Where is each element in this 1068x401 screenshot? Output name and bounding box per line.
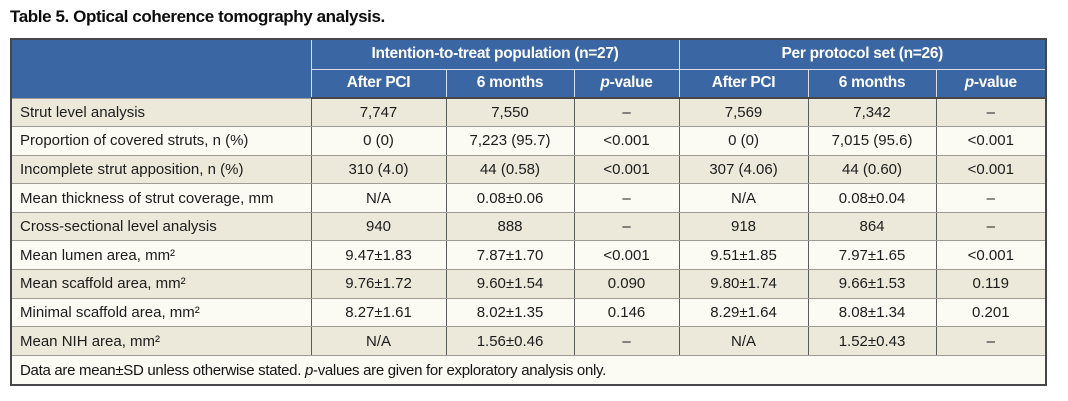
- row-label: Mean NIH area, mm²: [10, 326, 312, 356]
- table-row: Cross-sectional level analysis 940 888–918…: [10, 211, 1047, 242]
- value-cell: 888: [445, 211, 575, 242]
- table-row: Mean lumen area, mm² 9.47±1.83 7.87±1.70 <0…: [10, 240, 1047, 271]
- value-cell: 44 (0.58): [445, 154, 575, 185]
- value-cell: –: [935, 326, 1047, 356]
- row-label: Mean thickness of strut coverage, mm: [10, 183, 312, 213]
- value-cell: 9.60±1.54: [445, 269, 575, 299]
- row-label: Cross-sectional level analysis: [10, 211, 312, 242]
- value-cell: N/A: [678, 326, 809, 356]
- value-cell: –: [573, 183, 680, 213]
- header-itt-p-value: p-value: [573, 68, 680, 99]
- footnote-cell: Data are mean±SD unless otherwise stated…: [11, 354, 1047, 386]
- value-cell: 0.119: [935, 269, 1047, 299]
- value-cell: –: [935, 183, 1047, 213]
- value-cell: 0.146: [573, 297, 680, 328]
- value-cell: 7,747: [310, 97, 447, 128]
- value-cell: 9.76±1.72: [310, 269, 447, 299]
- footnote-text-after: -values are given for exploratory analys…: [313, 361, 606, 379]
- footnote-text-before: Data are mean±SD unless otherwise stated…: [20, 361, 305, 379]
- table-row: Mean NIH area, mm² N/A 1.56±0.46– N/A 1.52±0…: [10, 326, 1047, 356]
- value-cell: 7.97±1.65: [807, 240, 937, 271]
- value-cell: –: [573, 211, 680, 242]
- value-cell: 8.08±1.34: [807, 297, 937, 328]
- value-cell: N/A: [678, 183, 809, 213]
- row-label: Incomplete strut apposition, n (%): [10, 154, 312, 185]
- value-cell: –: [573, 97, 680, 128]
- row-label: Mean scaffold area, mm²: [10, 269, 312, 299]
- value-cell: 0.201: [935, 297, 1047, 328]
- oct-analysis-table: Intention-to-treat population (n=27) Per…: [10, 38, 1048, 387]
- table-row: Strut level analysis 7,747 7,550–7,569 7,34…: [10, 97, 1047, 128]
- table-row: Mean scaffold area, mm² 9.76±1.72 9.60±1.5…: [10, 269, 1047, 299]
- p-italic-label: p: [964, 74, 974, 92]
- header-itt-6-months: 6 months: [445, 68, 575, 99]
- value-cell: 8.27±1.61: [310, 297, 447, 328]
- value-cell: 7.87±1.70: [445, 240, 575, 271]
- table-footnote-row: Data are mean±SD unless otherwise stated…: [11, 354, 1047, 386]
- header-group-row: Intention-to-treat population (n=27) Per…: [10, 38, 1047, 98]
- table-title: Table 5. Optical coherence tomography an…: [10, 7, 385, 26]
- header-pps-p-value: p-value: [935, 68, 1047, 99]
- p-value-suffix: -value: [609, 74, 653, 92]
- value-cell: 9.66±1.53: [807, 269, 937, 299]
- value-cell: <0.001: [935, 126, 1047, 156]
- value-cell: N/A: [310, 326, 447, 356]
- value-cell: 864: [807, 211, 937, 242]
- value-cell: 9.51±1.85: [678, 240, 809, 271]
- value-cell: 44 (0.60): [807, 154, 937, 185]
- header-sub-row: After PCI 6 months p-value After PCI 6 m…: [11, 68, 1047, 99]
- p-value-suffix: -value: [973, 74, 1017, 92]
- value-cell: 1.56±0.46: [445, 326, 575, 356]
- value-cell: 1.52±0.43: [807, 326, 937, 356]
- value-cell: 940: [310, 211, 447, 242]
- value-cell: <0.001: [573, 240, 680, 271]
- value-cell: 0.08±0.06: [445, 183, 575, 213]
- value-cell: –: [573, 326, 680, 356]
- value-cell: 7,569: [678, 97, 809, 128]
- value-cell: N/A: [310, 183, 447, 213]
- value-cell: <0.001: [935, 240, 1047, 271]
- header-pps-after-pci: After PCI: [678, 68, 809, 99]
- value-cell: <0.001: [935, 154, 1047, 185]
- value-cell: 9.80±1.74: [678, 269, 809, 299]
- table-header: Intention-to-treat population (n=27) Per…: [10, 38, 1047, 99]
- table-row: Mean thickness of strut coverage, mm N/A 0…: [10, 183, 1047, 213]
- value-cell: 7,342: [807, 97, 937, 128]
- header-corner-cell: [10, 38, 312, 98]
- p-italic-label: p: [600, 74, 610, 92]
- value-cell: 8.02±1.35: [445, 297, 575, 328]
- header-pps-6-months: 6 months: [807, 68, 937, 99]
- value-cell: 0.08±0.04: [807, 183, 937, 213]
- header-group-itt: Intention-to-treat population (n=27): [310, 38, 680, 70]
- value-cell: 8.29±1.64: [678, 297, 809, 328]
- value-cell: 7,223 (95.7): [445, 126, 575, 156]
- header-itt-after-pci: After PCI: [310, 68, 447, 99]
- value-cell: 0 (0): [678, 126, 809, 156]
- value-cell: 310 (4.0): [310, 154, 447, 185]
- table-row: Proportion of covered struts, n (%) 0 (0)…: [10, 126, 1047, 156]
- table-row: Minimal scaffold area, mm² 8.27±1.61 8.02±…: [10, 297, 1047, 328]
- value-cell: 307 (4.06): [678, 154, 809, 185]
- row-label: Strut level analysis: [10, 97, 312, 128]
- footnote-p-italic: p: [304, 361, 313, 379]
- value-cell: 7,550: [445, 97, 575, 128]
- value-cell: –: [935, 97, 1047, 128]
- table-body: Strut level analysis 7,747 7,550–7,569 7,34…: [10, 97, 1047, 356]
- value-cell: –: [935, 211, 1047, 242]
- value-cell: 9.47±1.83: [310, 240, 447, 271]
- value-cell: 0 (0): [310, 126, 447, 156]
- value-cell: 918: [678, 211, 809, 242]
- value-cell: 0.090: [573, 269, 680, 299]
- value-cell: <0.001: [573, 126, 680, 156]
- row-label: Proportion of covered struts, n (%): [10, 126, 312, 156]
- row-label: Minimal scaffold area, mm²: [10, 297, 312, 328]
- table-row: Incomplete strut apposition, n (%) 310 (4…: [10, 154, 1047, 185]
- header-group-pps: Per protocol set (n=26): [678, 38, 1047, 70]
- row-label: Mean lumen area, mm²: [10, 240, 312, 271]
- value-cell: 7,015 (95.6): [807, 126, 937, 156]
- value-cell: <0.001: [573, 154, 680, 185]
